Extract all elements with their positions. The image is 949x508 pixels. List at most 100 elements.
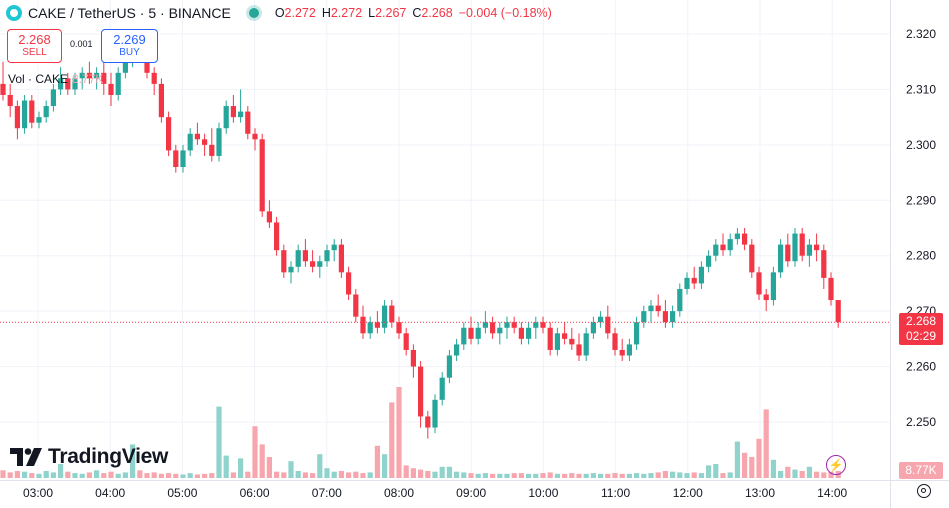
candle (742, 228, 748, 251)
volume-bar (173, 473, 179, 478)
candle-body (122, 61, 128, 73)
candle (490, 316, 496, 339)
candle (389, 300, 395, 328)
candle (353, 288, 359, 323)
candle (324, 244, 330, 267)
volume-bar (338, 471, 344, 478)
candle-body (511, 322, 517, 328)
volume-bar (410, 468, 416, 478)
volume-bar (14, 471, 20, 478)
volume-bar (238, 458, 244, 478)
candle (749, 239, 755, 278)
candle (288, 261, 294, 284)
candle (216, 122, 222, 162)
candle (698, 261, 704, 289)
candle (634, 316, 640, 350)
volume-bar (504, 473, 510, 478)
volume-bar (497, 473, 503, 478)
sell-price: 2.268 (18, 32, 51, 47)
candle-body (547, 327, 553, 350)
candle-body (144, 56, 150, 73)
volume-bar (209, 473, 215, 478)
volume-bar (792, 469, 798, 478)
volume-bar (418, 469, 424, 478)
candle (461, 322, 467, 350)
volume-bar (677, 472, 683, 478)
volume-value: 8.77K (72, 72, 104, 86)
candle (569, 327, 575, 350)
candle-body (216, 128, 222, 156)
buy-button[interactable]: 2.269 BUY (101, 29, 158, 63)
candle (166, 111, 172, 156)
volume-bar (799, 471, 805, 478)
high-key: H (321, 6, 331, 20)
candle (274, 216, 280, 256)
candle-body (0, 83, 6, 95)
time-tick-label: 05:00 (167, 486, 197, 500)
volume-bar (540, 473, 546, 478)
candle (338, 239, 344, 278)
volume-bar (612, 473, 618, 478)
time-axis[interactable]: 03:00 04:00 05:00 06:00 07:00 08:00 09:00 10:00… (0, 480, 949, 501)
last-price-tag: 2.268 02:29 (899, 313, 943, 345)
candle (331, 239, 337, 262)
candle-body (86, 72, 92, 79)
cake-coin-icon (6, 5, 22, 21)
volume-bar (634, 473, 640, 478)
volume-bar (302, 472, 308, 478)
candle (230, 94, 236, 123)
candle-body (288, 266, 294, 273)
volume-bar (655, 472, 661, 478)
volume-bar (446, 466, 452, 478)
volume-bar (821, 472, 827, 478)
candle (194, 122, 200, 145)
candle-body (29, 100, 35, 123)
candle-body (662, 311, 668, 323)
candle (785, 233, 791, 267)
candle (727, 233, 733, 256)
candle (684, 272, 690, 295)
volume-bar (814, 471, 820, 478)
candle (598, 311, 604, 328)
settings-gear-icon[interactable] (917, 484, 931, 498)
candle-body (295, 250, 301, 267)
candle (778, 239, 784, 278)
volume-bar (598, 473, 604, 478)
candle-body (403, 333, 409, 350)
candle (792, 228, 798, 267)
symbol-title[interactable]: CAKE / TetherUS · 5 · BINANCE (28, 5, 231, 21)
candle (58, 67, 64, 95)
candle-body (439, 377, 445, 400)
symbol-header: CAKE / TetherUS · 5 · BINANCE O2.272 H2.… (6, 3, 552, 23)
lightning-icon[interactable]: ⚡ (826, 455, 846, 475)
candle-body (634, 322, 640, 345)
candle (446, 349, 452, 384)
candle (612, 327, 618, 356)
candle-body (310, 261, 316, 267)
candle-body (533, 322, 539, 328)
volume-legend[interactable]: Vol · CAKE 8.77K (8, 72, 103, 86)
candle-body (821, 250, 827, 278)
candle-body (792, 233, 798, 262)
volume-bar (533, 473, 539, 478)
tradingview-logo-icon (10, 448, 42, 466)
spread-value: 0.001 (70, 39, 93, 49)
volume-bar (619, 473, 625, 478)
candle-body (691, 277, 697, 284)
tradingview-logo[interactable]: TradingView (10, 445, 168, 469)
price-tick-label: 2.280 (906, 249, 936, 263)
candle-body (202, 139, 208, 145)
candle-body (590, 322, 596, 334)
volume-bar (511, 473, 517, 478)
candle (526, 322, 532, 345)
buy-label: BUY (119, 47, 140, 58)
volume-bar (389, 402, 395, 478)
candle (94, 67, 100, 90)
close-value: 2.268 (421, 6, 453, 20)
volume-bar (72, 473, 78, 478)
candle-body (281, 250, 287, 273)
volume-bar (382, 454, 388, 478)
sell-button[interactable]: 2.268 SELL (7, 29, 62, 63)
